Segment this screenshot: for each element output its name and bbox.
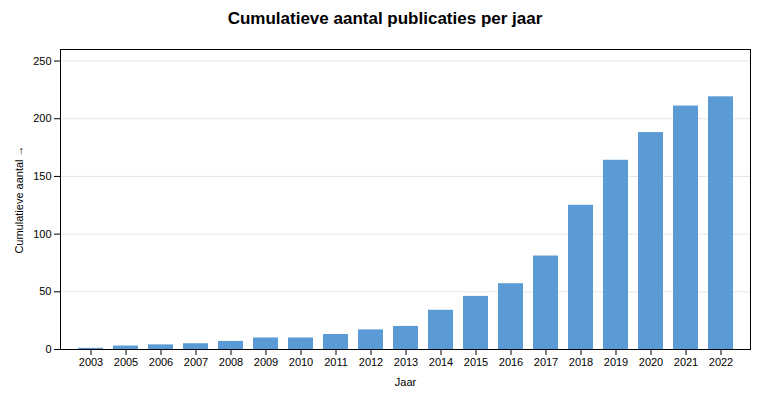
svg-text:2005: 2005 [114,356,138,368]
svg-text:2012: 2012 [359,356,383,368]
svg-text:2018: 2018 [569,356,593,368]
svg-text:2011: 2011 [324,356,348,368]
svg-text:200: 200 [33,112,51,124]
svg-text:0: 0 [45,343,51,355]
svg-text:2019: 2019 [604,356,628,368]
svg-text:2021: 2021 [674,356,698,368]
svg-text:150: 150 [33,170,51,182]
svg-text:2020: 2020 [639,356,663,368]
svg-text:250: 250 [33,55,51,67]
svg-text:2022: 2022 [709,356,733,368]
svg-text:2014: 2014 [429,356,453,368]
svg-text:2006: 2006 [149,356,173,368]
svg-text:2008: 2008 [219,356,243,368]
svg-text:2007: 2007 [184,356,208,368]
svg-text:2013: 2013 [394,356,418,368]
svg-text:50: 50 [39,285,51,297]
svg-text:Jaar: Jaar [395,376,417,388]
svg-text:2016: 2016 [499,356,523,368]
svg-text:2009: 2009 [254,356,278,368]
svg-text:2010: 2010 [289,356,313,368]
svg-text:2017: 2017 [534,356,558,368]
svg-text:2015: 2015 [464,356,488,368]
html-text:Cumulatieve aantal publicaties: Cumulatieve aantal publicaties per jaar [227,9,543,28]
svg-text:Cumulatieve aantal →: Cumulatieve aantal → [13,145,25,253]
svg-text:100: 100 [33,228,51,240]
svg-text:2003: 2003 [79,356,103,368]
